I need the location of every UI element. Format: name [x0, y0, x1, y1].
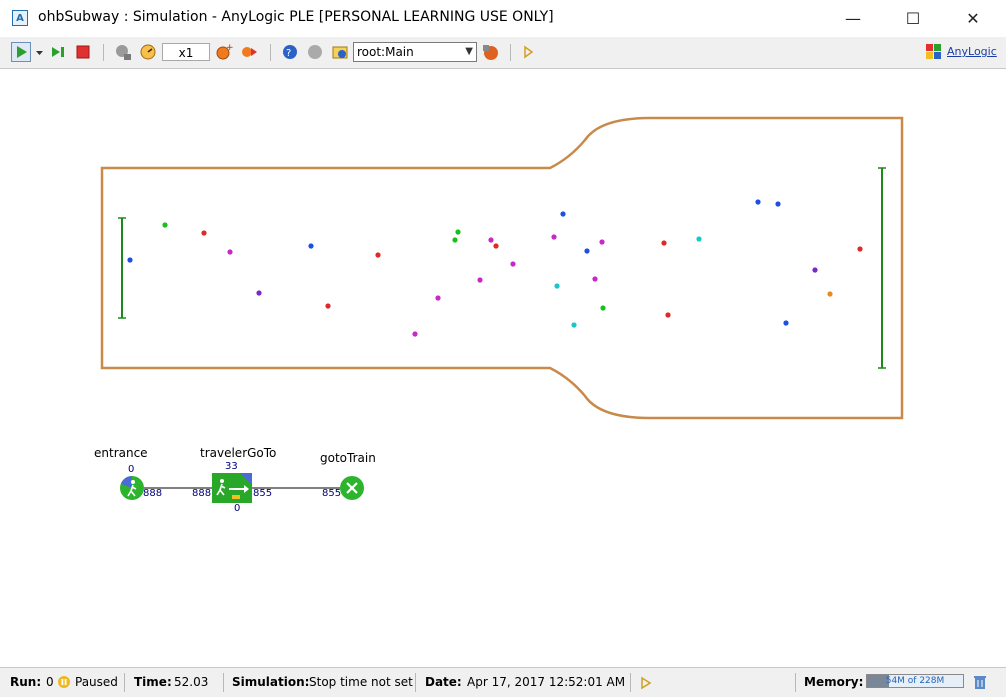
- virtual-time-icon[interactable]: [240, 43, 258, 61]
- traveler-goto-count-bottom: 0: [234, 503, 241, 514]
- pedestrian: [455, 229, 461, 235]
- memory-bar-fill: [867, 675, 890, 687]
- anylogic-link[interactable]: AnyLogic: [947, 45, 997, 58]
- pedestrian: [201, 230, 207, 236]
- title-bar: A ohbSubway : Simulation - AnyLogic PLE …: [0, 0, 1006, 37]
- back-icon[interactable]: [331, 43, 349, 61]
- faster-icon[interactable]: +: [215, 43, 233, 61]
- run-icon[interactable]: [11, 42, 31, 62]
- pedestrian: [127, 257, 133, 263]
- pedestrian: [412, 331, 418, 337]
- svg-text:?: ?: [286, 48, 291, 59]
- garbage-collect-icon[interactable]: [973, 674, 987, 690]
- pedestrian: [488, 237, 494, 243]
- step-icon[interactable]: [49, 43, 67, 61]
- slow-down-icon[interactable]: [114, 43, 132, 61]
- root-selector-value: root:Main: [357, 45, 414, 59]
- entrance-count-top: 0: [128, 464, 135, 475]
- minimize-button[interactable]: —: [845, 9, 861, 28]
- pedestrian: [755, 199, 761, 205]
- pedestrian: [256, 290, 262, 296]
- pedestrian: [551, 234, 557, 240]
- pedestrian: [775, 201, 781, 207]
- pedestrian: [162, 222, 168, 228]
- root-selector[interactable]: root:Main ▼: [353, 42, 477, 62]
- entrance-block: [120, 476, 144, 500]
- memory-bar: 54M of 228M: [866, 674, 964, 688]
- pause-icon: [58, 676, 70, 688]
- pedestrian: [592, 276, 598, 282]
- pedestrian: [827, 291, 833, 297]
- navigate-icon[interactable]: ?: [281, 43, 299, 61]
- traveler-goto-count-out: 855: [253, 488, 273, 499]
- pedestrian: [308, 243, 314, 249]
- memory-label: Memory:: [804, 675, 864, 689]
- subway-space: [100, 116, 904, 503]
- pedestrians-layer: [127, 199, 863, 337]
- run-dropdown-icon[interactable]: [35, 43, 44, 61]
- toolbar: x1 + ? root:Main ▼ AnyLogic: [0, 37, 1006, 69]
- goto-train-count-in: 855: [322, 488, 342, 499]
- pedestrian: [600, 305, 606, 311]
- pedestrian: [599, 239, 605, 245]
- pedestrian: [554, 283, 560, 289]
- speed-field[interactable]: x1: [162, 43, 210, 61]
- pedestrian: [510, 261, 516, 267]
- toolbar-separator: [103, 44, 104, 61]
- close-button[interactable]: ✕: [966, 9, 980, 28]
- chevron-down-icon: ▼: [465, 46, 473, 57]
- pedestrian: [857, 246, 863, 252]
- pedestrian: [665, 312, 671, 318]
- run-label: Run:: [10, 675, 42, 689]
- anylogic-app-icon: A: [12, 10, 28, 26]
- pedestrian: [812, 267, 818, 273]
- goto-train-block: [340, 476, 364, 500]
- time-value: 52.03: [174, 675, 209, 689]
- time-label: Time:: [134, 675, 172, 689]
- simulation-value: Stop time not set: [309, 675, 413, 689]
- traveler-goto-block: [212, 473, 252, 503]
- toolbar-separator: [270, 44, 271, 61]
- memory-value: 54M of 228M: [885, 676, 945, 686]
- pedestrian: [584, 248, 590, 254]
- log-icon[interactable]: [520, 43, 538, 61]
- pedestrian: [661, 240, 667, 246]
- stop-icon[interactable]: [74, 43, 92, 61]
- run-value: 0: [46, 675, 54, 689]
- maximize-button[interactable]: ☐: [905, 9, 921, 28]
- entrance-count-out: 888: [143, 488, 163, 499]
- date-value: Apr 17, 2017 12:52:01 AM: [467, 675, 626, 689]
- traveler-goto-label: travelerGoTo: [200, 446, 277, 460]
- pedestrian: [375, 252, 381, 258]
- speed-icon[interactable]: [139, 43, 157, 61]
- subway-wall: [100, 116, 904, 420]
- pedestrian: [477, 277, 483, 283]
- pedestrian: [571, 322, 577, 328]
- pedestrian: [435, 295, 441, 301]
- simulation-canvas[interactable]: entrance 0 888 travelerGoTo 33 888 855 0…: [0, 69, 1006, 667]
- svg-text:+: +: [226, 43, 233, 53]
- pedestrian: [493, 243, 499, 249]
- entrance-label: entrance: [94, 446, 148, 460]
- pedestrian: [325, 303, 331, 309]
- pedestrian: [696, 236, 702, 242]
- goto-train-label: gotoTrain: [320, 451, 376, 465]
- home-icon[interactable]: [481, 43, 499, 61]
- zoom-icon[interactable]: [306, 43, 324, 61]
- date-label: Date:: [425, 675, 462, 689]
- pedestrian: [783, 320, 789, 326]
- simulation-label: Simulation:: [232, 675, 310, 689]
- window-title: ohbSubway : Simulation - AnyLogic PLE [P…: [38, 9, 554, 25]
- status-bar: Run: 0 Paused Time: 52.03 Simulation: St…: [0, 667, 1006, 697]
- pedestrian: [227, 249, 233, 255]
- paused-status: Paused: [75, 675, 118, 689]
- log-icon[interactable]: [640, 676, 652, 690]
- pedestrian: [560, 211, 566, 217]
- anylogic-logo-icon: [926, 44, 941, 59]
- toolbar-separator: [510, 44, 511, 61]
- traveler-goto-count-in: 888: [192, 488, 212, 499]
- traveler-goto-count-top: 33: [225, 461, 238, 472]
- pedestrian: [452, 237, 458, 243]
